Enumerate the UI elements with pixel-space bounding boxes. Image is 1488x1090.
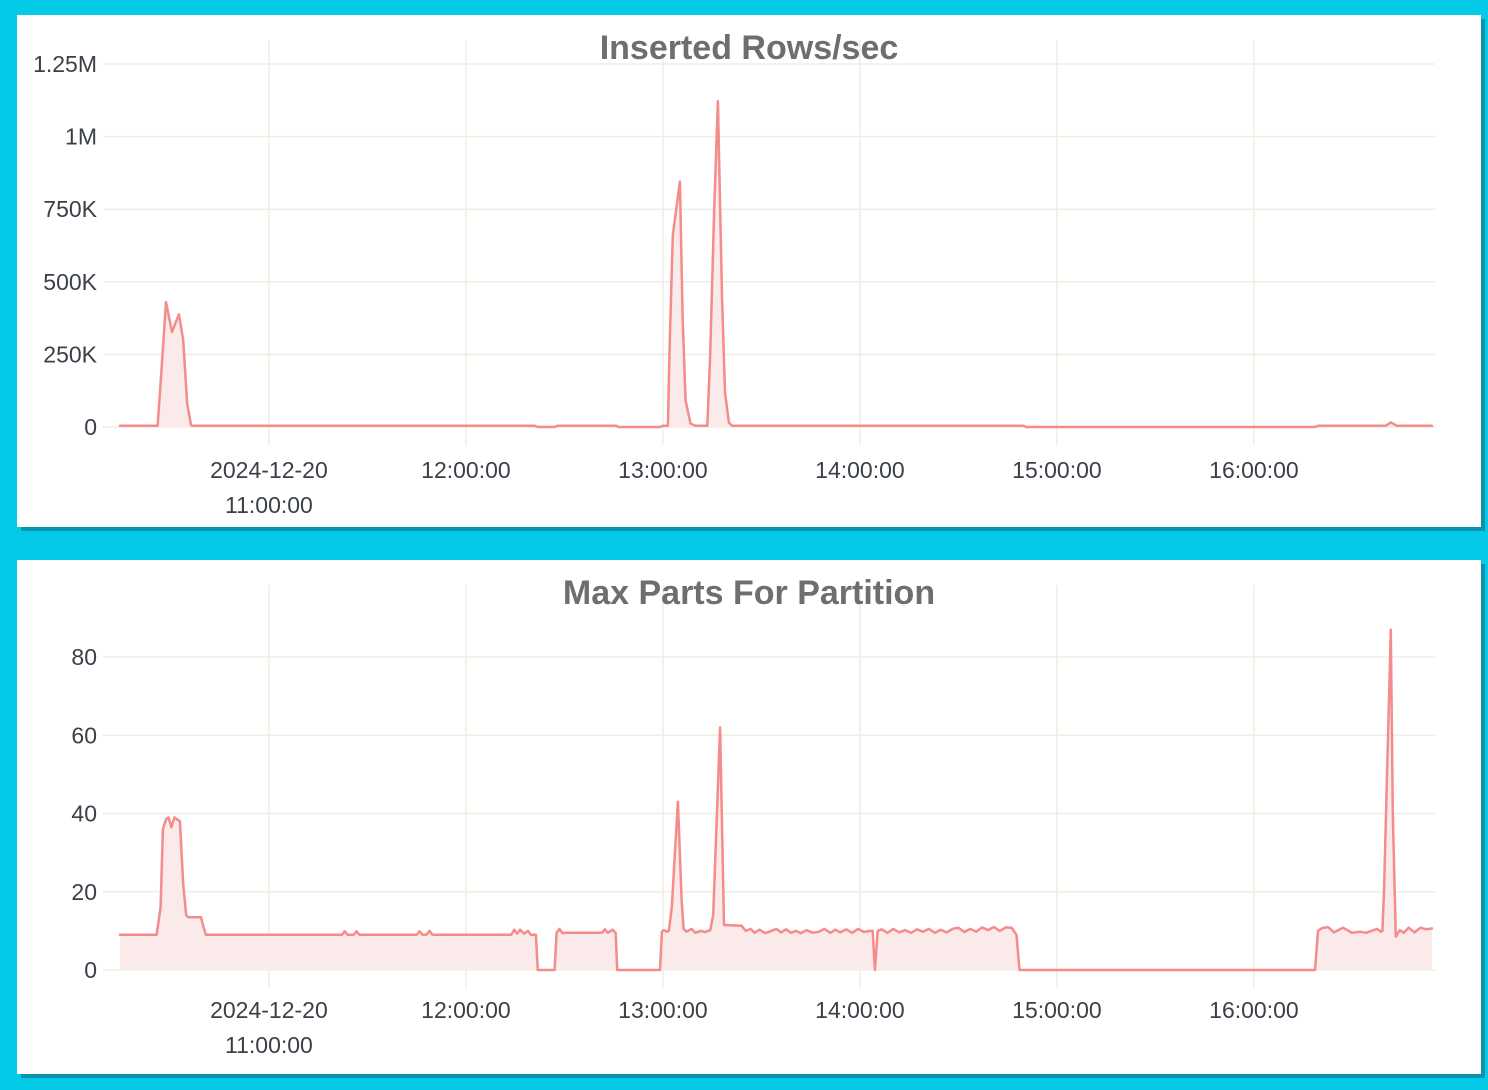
x-tick-label: 14:00:00	[815, 457, 905, 483]
x-tick-label: 11:00:00	[225, 492, 313, 518]
y-tick-label: 250K	[43, 341, 97, 367]
x-tick-label: 13:00:00	[618, 997, 708, 1023]
x-tick-label: 11:00:00	[225, 1032, 313, 1058]
x-tick-label: 15:00:00	[1012, 997, 1102, 1023]
x-tick-label: 14:00:00	[815, 997, 905, 1023]
x-tick-label: 12:00:00	[421, 997, 511, 1023]
x-tick-label: 12:00:00	[421, 457, 511, 483]
series-line	[118, 628, 1434, 972]
y-tick-label: 20	[71, 879, 97, 905]
x-tick-label: 13:00:00	[618, 457, 708, 483]
max-parts-chart: 0 20 40 60 80 2024-12-20 11:00:00 12:00:00 13:00…	[71, 585, 1435, 1058]
x-tick-label: 2024-12-20	[210, 457, 328, 483]
x-tick-label: 2024-12-20	[210, 997, 328, 1023]
y-tick-label: 750K	[43, 196, 97, 222]
series-line	[118, 99, 1434, 429]
x-tick-label: 16:00:00	[1209, 997, 1299, 1023]
y-tick-label: 0	[84, 957, 97, 983]
series-area	[120, 629, 1432, 970]
x-tick-label: 16:00:00	[1209, 457, 1299, 483]
y-tick-label: 500K	[43, 269, 97, 295]
y-tick-label: 0	[84, 414, 97, 440]
y-tick-label: 80	[71, 644, 97, 670]
y-tick-label: 60	[71, 722, 97, 748]
y-tick-label: 1M	[65, 124, 97, 150]
series-area	[120, 101, 1432, 427]
panel-max-parts: Max Parts For Partition 0 20 40 60 80 2024-12…	[17, 560, 1481, 1074]
x-tick-label: 15:00:00	[1012, 457, 1102, 483]
inserted-rows-chart: 0 250K 500K 750K 1M 1.25M 2024-12-20 11:00:00 12…	[33, 40, 1435, 518]
y-tick-label: 1.25M	[33, 51, 97, 77]
panel-inserted-rows: Inserted Rows/sec 0 250K 500K 750K 1M 1.25M 20…	[17, 15, 1481, 527]
y-tick-label: 40	[71, 801, 97, 827]
